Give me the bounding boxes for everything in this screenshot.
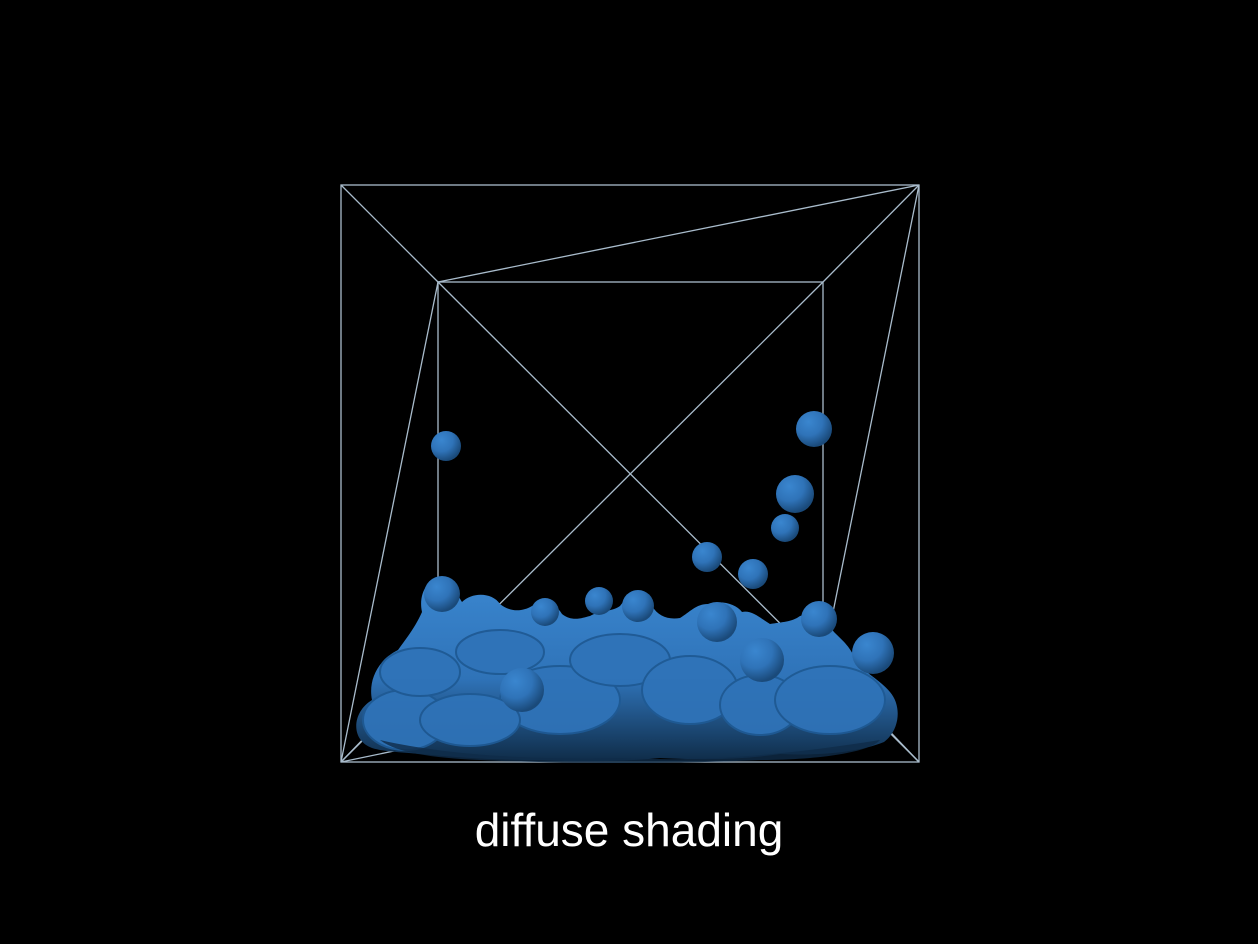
droplet <box>585 587 613 615</box>
fluid-lump <box>774 665 886 735</box>
fluid-bump <box>424 576 460 612</box>
fluid-lump <box>419 693 521 747</box>
droplet <box>796 411 832 447</box>
fluid-pool <box>356 576 898 763</box>
droplet <box>852 632 894 674</box>
caption: diffuse shading <box>474 804 784 856</box>
droplets <box>431 411 894 674</box>
box-diagonal <box>437 184 920 283</box>
box-edge <box>340 184 439 283</box>
fluid-shadow-base <box>380 740 880 763</box>
droplet <box>776 475 814 513</box>
fluid-lump <box>455 629 545 675</box>
droplet <box>771 514 799 542</box>
fluid-bump <box>500 668 544 712</box>
droplet <box>692 542 722 572</box>
droplet <box>431 431 461 461</box>
fluid-bump <box>697 602 737 642</box>
box-diagonal <box>340 281 439 763</box>
fluid-bump <box>531 598 559 626</box>
fluid-bump <box>622 590 654 622</box>
box-diagonal <box>822 184 920 663</box>
box-edge <box>822 184 920 283</box>
droplet <box>801 601 837 637</box>
fluid-lump <box>379 647 461 697</box>
droplet <box>738 559 768 589</box>
fluid-bump <box>740 638 784 682</box>
